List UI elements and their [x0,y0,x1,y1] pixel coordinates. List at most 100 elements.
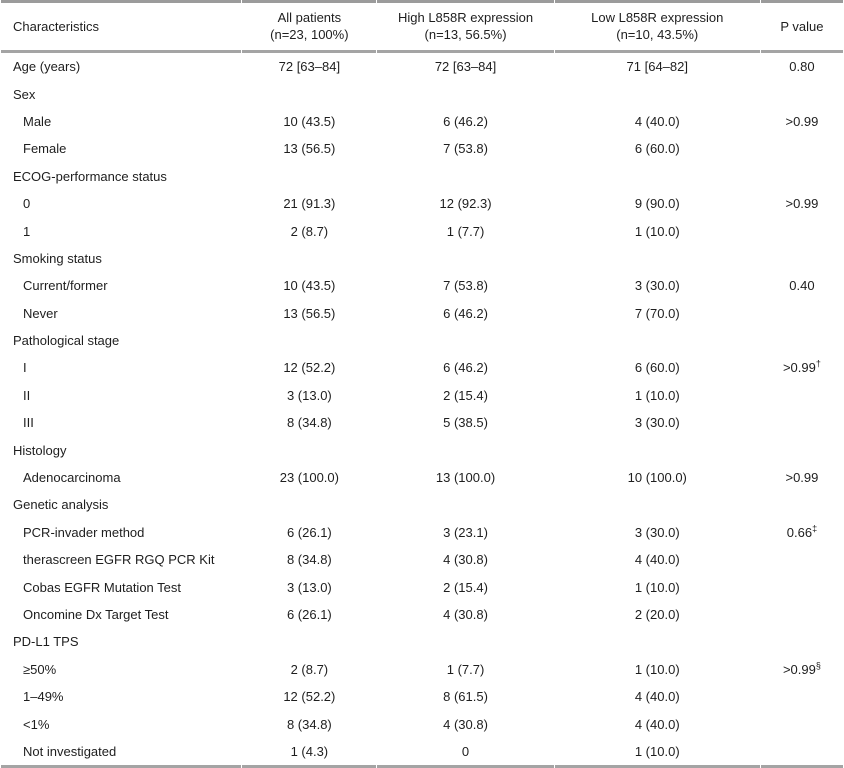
cell-all-patients: 3 (13.0) [286,579,332,595]
cell-all-patients: 2 (8.7) [290,661,329,677]
row-label: II [23,387,31,403]
cell-low-expression: 3 (30.0) [634,278,680,294]
table-row: 0 21 (91.3) 12 (92.3) 9 (90.0) >0.99 [1,190,843,217]
row-label: Never [23,305,58,321]
col-header-label: Characteristics [13,18,99,34]
table-row: I 12 (52.2) 6 (46.2) 6 (60.0) >0.99† [1,354,843,381]
cell-high-expression: 8 (61.5) [443,689,488,705]
row-label: Sex [13,86,36,102]
table-row: Current/former 10 (43.5) 7 (53.8) 3 (30.… [1,272,843,299]
row-label: 1–49% [23,689,64,705]
table-body: Age (years) 72 [63–84] 72 [63–84] 71 [64… [1,53,843,768]
cell-low-expression [555,163,760,190]
row-label: PD-L1 TPS [13,634,79,650]
table-row: Smoking status [1,245,843,272]
cell-high-expression: 1 (7.7) [446,223,485,239]
cell-low-expression [555,245,760,272]
table-row: II 3 (13.0) 2 (15.4) 1 (10.0) [1,382,843,409]
cell-high-expression: 0 [377,738,554,768]
cell-low-expression: 9 (90.0) [634,196,680,212]
cell-high-expression: 1 (7.7) [446,661,485,677]
cell-low-expression: 3 (30.0) [634,415,680,431]
cell-p-value [761,546,843,573]
cell-all-patients [242,80,376,107]
cell-low-expression: 6 (60.0) [634,360,680,376]
cell-low-expression [555,327,760,354]
cell-low-expression: 1 (10.0) [634,223,680,239]
col-header-label: P value [780,18,824,34]
col-header-label: Low L858R expression [591,10,724,25]
p-value-text: >0.99 [785,196,819,212]
p-value-text: 0.40 [789,278,815,294]
cell-high-expression: 3 (23.1) [443,524,488,540]
cell-all-patients: 8 (34.8) [286,415,332,431]
cell-low-expression: 1 (10.0) [634,579,680,595]
cell-low-expression [555,80,760,107]
p-value-text: >0.99 [785,113,819,129]
cell-p-value: 0.40 [761,272,843,299]
table-row: Oncomine Dx Target Test 6 (26.1) 4 (30.8… [1,601,843,628]
row-label: Current/former [23,278,108,294]
cell-p-value [760,738,843,768]
cell-high-expression: 5 (38.5) [443,415,488,431]
col-header-high-l858r: High L858R expression (n=13, 56.5%) [377,0,554,53]
row-label: Histology [13,442,67,458]
p-value-text: >0.99 [782,661,816,677]
row-label: Male [23,113,52,129]
col-header-all-patients: All patients (n=23, 100%) [242,0,377,53]
p-value-text: >0.99 [785,470,819,486]
cell-high-expression: 12 (92.3) [439,196,492,212]
p-value-text: 0.80 [789,59,815,75]
cell-low-expression [555,436,760,463]
cell-high-expression: 7 (53.8) [443,141,488,157]
cell-low-expression: 4 (40.0) [634,113,680,129]
cell-low-expression [555,628,760,655]
cell-p-value [761,573,843,600]
cell-all-patients: 8 (34.8) [286,552,332,568]
row-label: Female [23,141,67,157]
cell-p-value [761,80,843,107]
cell-all-patients [242,245,376,272]
row-label: 1 [23,223,31,239]
row-label: Pathological stage [13,333,120,349]
cell-p-value: >0.99† [761,354,843,381]
cell-p-value: >0.99§ [761,656,843,683]
cell-all-patients: 8 (34.8) [286,716,332,732]
cell-low-expression: 4 (40.0) [634,552,680,568]
table-row: Female 13 (56.5) 7 (53.8) 6 (60.0) [1,135,843,162]
cell-p-value: >0.99 [761,464,843,491]
table-row: Histology [1,436,843,463]
col-header-label: High L858R expression [397,10,534,25]
cell-low-expression: 10 (100.0) [627,470,687,486]
header-row: Characteristics All patients (n=23, 100%… [1,0,843,53]
cell-p-value [761,683,843,710]
cell-high-expression: 4 (30.8) [443,552,488,568]
cell-p-value [761,135,843,162]
cell-all-patients: 13 (56.5) [283,305,336,321]
cell-all-patients: 1 (4.3) [242,738,377,768]
cell-high-expression: 7 (53.8) [443,278,488,294]
cell-p-value [761,245,843,272]
cell-high-expression [377,491,553,518]
cell-low-expression: 1 (10.0) [634,661,680,677]
cell-high-expression: 72 [63–84] [434,59,497,75]
row-label: Adenocarcinoma [23,470,121,486]
cell-high-expression: 4 (30.8) [443,716,488,732]
table-row: Sex [1,80,843,107]
cell-p-value: 0.80 [761,53,843,80]
cell-low-expression: 3 (30.0) [634,524,680,540]
col-header-low-l858r: Low L858R expression (n=10, 43.5%) [554,0,760,53]
row-label: 0 [23,196,31,212]
cell-p-value [761,601,843,628]
row-label: Genetic analysis [13,497,109,513]
table-row: Cobas EGFR Mutation Test 3 (13.0) 2 (15.… [1,573,843,600]
cell-high-expression [377,163,553,190]
cell-p-value [761,382,843,409]
cell-low-expression: 71 [64–82] [626,59,688,75]
row-label: ECOG-performance status [13,168,167,184]
cell-all-patients: 6 (26.1) [286,524,332,540]
row-label: Cobas EGFR Mutation Test [23,579,181,595]
cell-high-expression: 6 (46.2) [443,360,488,376]
cell-all-patients [242,628,376,655]
